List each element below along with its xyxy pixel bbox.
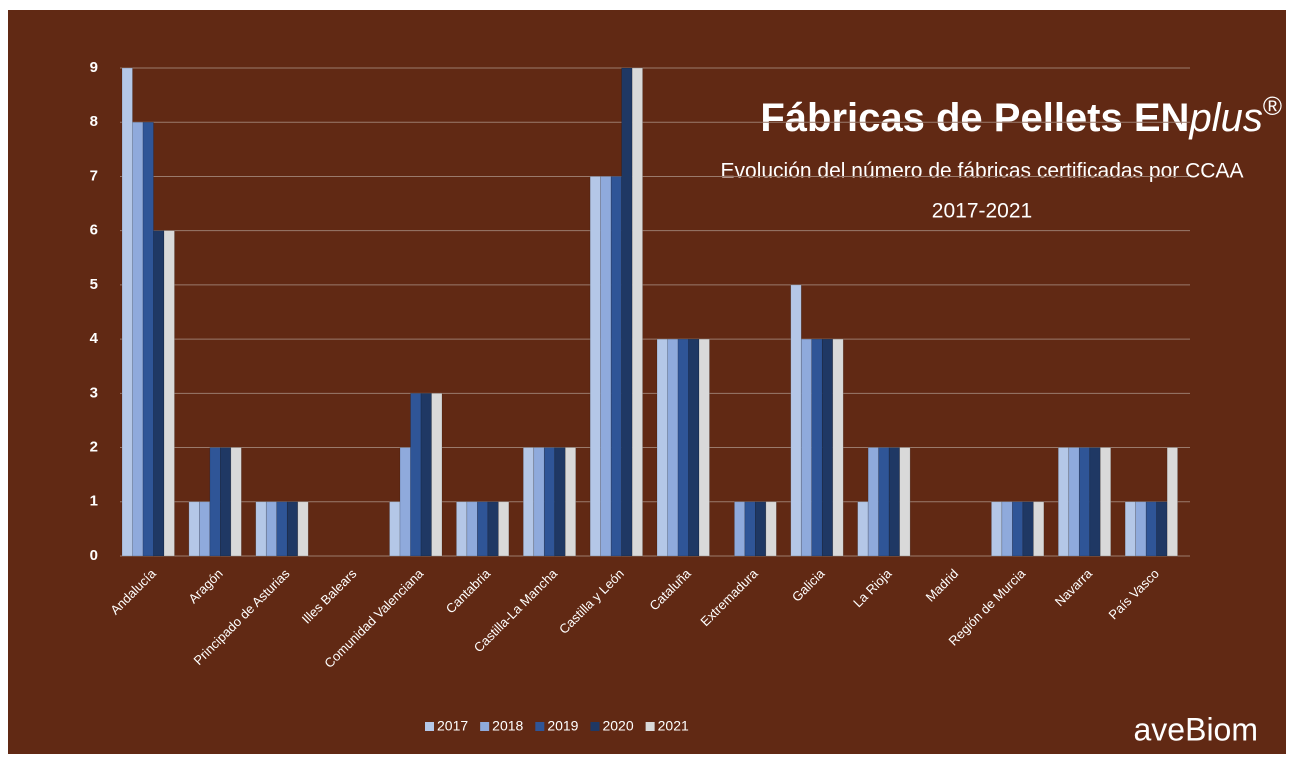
chart-title-group: Fábricas de Pellets ENplus® bbox=[760, 91, 1282, 140]
y-tick-label: 4 bbox=[90, 330, 99, 347]
bar bbox=[899, 447, 911, 557]
bar bbox=[1099, 447, 1112, 557]
bar bbox=[420, 393, 432, 557]
legend-label: 2020 bbox=[602, 718, 633, 734]
legend-swatch bbox=[425, 722, 434, 731]
bar bbox=[1068, 447, 1080, 557]
bar bbox=[431, 393, 443, 557]
bar bbox=[656, 338, 668, 557]
bar bbox=[667, 338, 679, 557]
bar bbox=[755, 501, 767, 557]
bar bbox=[631, 67, 643, 557]
bar bbox=[533, 447, 545, 557]
bar bbox=[821, 338, 834, 557]
legend-label: 2018 bbox=[492, 718, 523, 734]
bar bbox=[209, 447, 221, 557]
bar bbox=[832, 338, 844, 557]
bar bbox=[543, 447, 556, 557]
subtitle: Evolución del número de fábricas certifi… bbox=[721, 160, 1244, 183]
y-tick-label: 0 bbox=[90, 547, 98, 564]
chart-title-mark: ® bbox=[1263, 91, 1282, 121]
bar bbox=[522, 447, 535, 557]
bar bbox=[765, 501, 777, 557]
bar bbox=[610, 176, 622, 557]
bar bbox=[276, 501, 288, 557]
y-tick-label: 6 bbox=[90, 222, 98, 239]
bar bbox=[142, 121, 154, 557]
bar bbox=[466, 501, 478, 557]
bar bbox=[800, 338, 813, 557]
bar bbox=[487, 501, 499, 557]
y-tick-label: 2 bbox=[90, 439, 98, 456]
legend-label: 2021 bbox=[658, 718, 689, 734]
bar bbox=[790, 284, 802, 557]
bar bbox=[389, 501, 401, 557]
bar bbox=[1057, 447, 1070, 557]
bar bbox=[399, 447, 411, 557]
bar bbox=[456, 501, 468, 557]
bar bbox=[1156, 501, 1168, 557]
legend-label: 2019 bbox=[547, 718, 578, 734]
legend-swatch bbox=[645, 722, 655, 731]
bar bbox=[286, 501, 299, 557]
bar bbox=[1166, 447, 1178, 557]
bar bbox=[589, 176, 601, 557]
y-tick-label: 9 bbox=[90, 59, 98, 76]
bar bbox=[698, 338, 710, 557]
bar bbox=[132, 121, 144, 557]
bar bbox=[734, 501, 746, 557]
bar bbox=[688, 338, 700, 557]
y-tick-label: 7 bbox=[90, 167, 98, 184]
legend-label: 2017 bbox=[437, 718, 468, 734]
bar bbox=[867, 447, 879, 557]
logo: aveBiom bbox=[1134, 711, 1259, 747]
subtitle: 2017-2021 bbox=[932, 200, 1032, 223]
bar bbox=[878, 447, 890, 557]
bar bbox=[255, 501, 267, 557]
bar bbox=[1012, 501, 1024, 557]
bar bbox=[265, 501, 278, 557]
bar bbox=[477, 501, 489, 557]
bar bbox=[1033, 501, 1045, 557]
bar bbox=[811, 338, 823, 557]
y-tick-label: 3 bbox=[90, 384, 98, 401]
bar bbox=[991, 501, 1003, 557]
bar bbox=[857, 501, 869, 557]
bar bbox=[621, 67, 633, 557]
bar bbox=[121, 67, 133, 557]
bar bbox=[220, 447, 232, 557]
bar bbox=[163, 230, 175, 557]
bar bbox=[1022, 501, 1034, 557]
y-tick-label: 5 bbox=[90, 276, 98, 293]
legend-swatch bbox=[590, 722, 600, 731]
bar bbox=[888, 447, 900, 557]
bar bbox=[1089, 447, 1101, 557]
bar bbox=[554, 447, 566, 557]
y-tick-label: 8 bbox=[90, 113, 98, 130]
bar bbox=[410, 393, 422, 557]
bar bbox=[199, 501, 211, 557]
bar bbox=[230, 447, 242, 557]
background bbox=[8, 10, 1286, 754]
bar bbox=[744, 501, 756, 557]
bar bbox=[677, 338, 689, 557]
bar bbox=[498, 501, 510, 557]
bar bbox=[600, 176, 612, 557]
bar bbox=[188, 501, 200, 557]
bar bbox=[1001, 501, 1013, 557]
bar bbox=[1135, 501, 1147, 557]
bar bbox=[153, 230, 165, 557]
bar bbox=[297, 501, 309, 557]
y-tick-label: 1 bbox=[90, 493, 98, 510]
chart-title-italic: plus bbox=[1188, 96, 1262, 140]
legend-swatch bbox=[535, 722, 545, 731]
chart-title: Fábricas de Pellets EN bbox=[760, 96, 1189, 140]
bar bbox=[1078, 447, 1091, 557]
bar bbox=[564, 447, 577, 557]
bar bbox=[1124, 501, 1136, 557]
legend-swatch bbox=[480, 722, 490, 731]
bar bbox=[1145, 501, 1157, 557]
